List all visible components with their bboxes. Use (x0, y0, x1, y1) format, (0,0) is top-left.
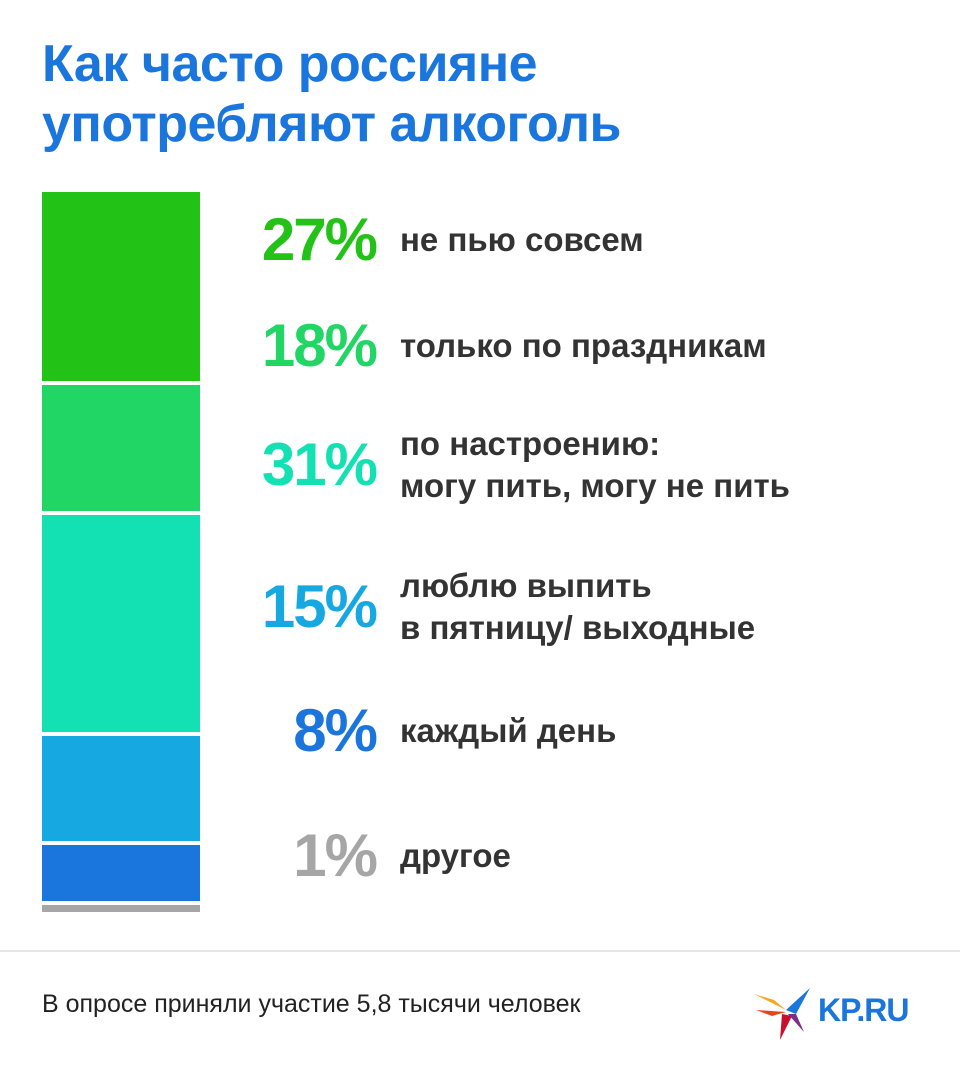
category-label-line: каждый день (400, 712, 617, 749)
category-label-line: в пятницу/ выходные (400, 609, 756, 646)
bar-segment (42, 845, 200, 901)
footer-divider (0, 950, 960, 952)
category-label: другое (400, 835, 511, 877)
title-line-2: употребляют алкоголь (42, 95, 622, 153)
percent-value: 8% (293, 697, 378, 764)
percent-value: 27% (261, 206, 378, 273)
category-label-line: другое (400, 837, 511, 874)
percent-value: 1% (293, 822, 378, 889)
category-label: каждый день (400, 710, 616, 752)
category-row: 1% другое (200, 824, 940, 888)
bar-segment (42, 905, 200, 912)
category-label: люблю выпить в пятницу/ выходные (400, 565, 755, 649)
category-label: не пью совсем (400, 219, 644, 261)
stacked-bar (42, 192, 200, 912)
percent-value: 31% (261, 431, 378, 498)
bar-segment (42, 515, 200, 732)
logo-text: KP.RU (818, 992, 909, 1028)
swallow-bird-icon (754, 988, 810, 1040)
category-row: 27% не пью совсем (200, 208, 940, 272)
chart-title: Как часто россияне употребляют алкоголь (42, 34, 922, 154)
category-row: 8% каждый день (200, 699, 940, 763)
category-label-line: по настроению: (400, 425, 661, 462)
category-row: 18% только по праздникам (200, 314, 940, 378)
category-label-line: могу пить, могу не пить (400, 467, 790, 504)
category-label: по настроению: могу пить, могу не пить (400, 423, 790, 507)
bar-segment (42, 385, 200, 511)
category-label-line: только по праздникам (400, 327, 767, 364)
bar-segment (42, 192, 200, 381)
survey-footnote: В опросе приняли участие 5,8 тысячи чело… (42, 990, 581, 1018)
title-line-1: Как часто россияне (42, 35, 538, 93)
percent-value: 15% (261, 573, 378, 640)
category-label-line: не пью совсем (400, 221, 644, 258)
category-row: 15% люблю выпить в пятницу/ выходные (200, 565, 940, 649)
category-row: 31% по настроению: могу пить, могу не пить (200, 423, 940, 507)
percent-value: 18% (261, 312, 378, 379)
category-label-line: люблю выпить (400, 567, 652, 604)
kp-logo: KP.RU (752, 980, 942, 1042)
category-label: только по праздникам (400, 325, 767, 367)
bar-segment (42, 736, 200, 841)
